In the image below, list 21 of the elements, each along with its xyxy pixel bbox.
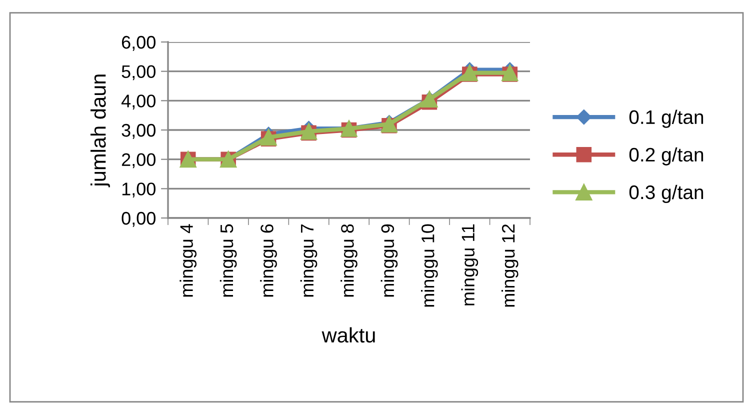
x-tick-label: minggu 7 <box>300 224 318 297</box>
x-axis-title: waktu <box>322 327 375 343</box>
y-tick-label: 6,00 <box>122 36 156 51</box>
x-tick-label: minggu 9 <box>380 224 398 297</box>
y-tick-label: 2,00 <box>122 153 156 168</box>
x-tick-label: minggu 5 <box>220 224 237 297</box>
legend-label: 0.2 g/tan <box>629 147 704 166</box>
y-axis-title: jumlah daun <box>90 74 110 188</box>
legend-label: 0.3 g/tan <box>629 184 704 204</box>
y-tick-label: 3,00 <box>122 124 156 139</box>
y-tick-label: 1,00 <box>122 182 156 198</box>
y-tick-label: 4,00 <box>121 94 156 110</box>
y-tick-label: 0,00 <box>122 212 156 227</box>
x-tick-label: minggu 6 <box>260 224 277 297</box>
x-tick-label: minggu 12 <box>501 224 518 307</box>
x-tick-label: minggu 8 <box>340 224 358 297</box>
legend-label: 0.1 g/tan <box>629 110 704 128</box>
x-tick-label: minggu 10 <box>421 224 438 307</box>
y-tick-label: 5,00 <box>122 65 156 80</box>
x-tick-label: minggu 4 <box>180 224 197 297</box>
x-tick-label: minggu 11 <box>461 224 478 306</box>
